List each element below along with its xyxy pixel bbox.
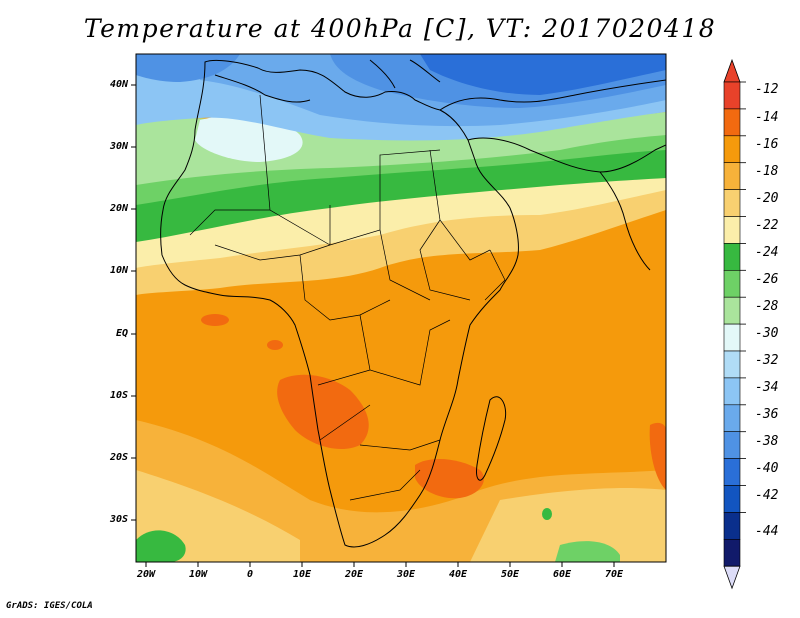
colorbar-label-neg40: -40 [755, 461, 779, 476]
colorbar-label-neg36: -36 [755, 407, 779, 422]
madagascar-outline [476, 396, 507, 481]
lon-label-30e: 30E [396, 569, 416, 580]
colorbar-segment [723, 162, 741, 190]
colorbar-label-neg22: -22 [755, 218, 779, 233]
colorbar-label-neg30: -30 [755, 326, 779, 341]
colorbar-label-neg42: -42 [755, 488, 779, 503]
arabia-south-asia-coast [467, 137, 666, 173]
field-pale-band [136, 175, 666, 268]
lat-label-10n: 10N [109, 265, 128, 276]
africa-outline [160, 59, 519, 548]
lon-label-10w: 10W [188, 569, 208, 580]
colorbar-segment [723, 485, 741, 513]
colorbar-segment [723, 431, 741, 459]
colorbar-label-neg32: -32 [755, 353, 779, 368]
lat-label-30n: 30N [109, 141, 128, 152]
colorbar-bottom-arrow [723, 565, 741, 590]
colorbar-segment [723, 458, 741, 486]
axis-ticks [131, 84, 615, 567]
field-green-band [136, 142, 666, 242]
colorbar-segment [723, 108, 741, 137]
field-green-sw [136, 530, 186, 562]
colorbar-segment [723, 243, 741, 271]
mediterranean-coast [214, 74, 311, 103]
lat-label-10s: 10S [109, 390, 128, 401]
colorbar-label-neg28: -28 [755, 299, 779, 314]
india-coast [599, 171, 651, 271]
lat-label-eq: EQ [115, 328, 128, 339]
colorbar-label-neg44: -44 [755, 524, 779, 539]
lon-label-50e: 50E [500, 569, 520, 580]
field-hot-patch-east [649, 422, 666, 490]
colorbar [723, 58, 746, 590]
credit-text: GrADS: IGES/COLA [6, 601, 93, 611]
field-hot-spot-atlantic [201, 314, 229, 326]
europe-coast [369, 59, 441, 89]
lat-label-30s: 30S [109, 514, 128, 525]
colorbar-segment [723, 323, 741, 352]
colorbar-label-neg38: -38 [755, 434, 779, 449]
chart-title: Temperature at 400hPa [C], VT: 201702041… [83, 14, 717, 43]
colorbar-segment [723, 512, 741, 540]
field-green-se [555, 541, 620, 562]
coastlines [160, 59, 666, 548]
temperature-field [136, 54, 666, 562]
colorbar-segment [723, 189, 741, 217]
field-green-spot [542, 508, 552, 520]
colorbar-label-neg12: -12 [755, 82, 779, 97]
field-hot-patch-angola [277, 374, 369, 450]
field-yellow-southeast [470, 488, 666, 562]
colorbar-segment [723, 350, 741, 379]
colorbar-label-neg34: -34 [755, 380, 779, 395]
lon-label-0: 0 [246, 569, 254, 580]
country-borders [189, 94, 506, 501]
field-blue-nw [136, 54, 240, 82]
lon-label-20e: 20E [344, 569, 364, 580]
colorbar-segment [723, 538, 741, 567]
lon-label-60e: 60E [552, 569, 572, 580]
colorbar-segment [723, 377, 741, 406]
colorbar-label-neg14: -14 [755, 110, 779, 125]
colorbar-label-neg16: -16 [755, 137, 779, 152]
colorbar-segment [723, 404, 741, 432]
field-darker-blue [420, 54, 666, 95]
colorbar-segment [723, 135, 741, 164]
colorbar-segment [723, 216, 741, 244]
lat-label-40n: 40N [109, 79, 128, 90]
colorbar-segment [723, 81, 741, 110]
lon-label-40e: 40E [448, 569, 468, 580]
colorbar-segment [723, 296, 741, 325]
colorbar-label-neg20: -20 [755, 191, 779, 206]
colorbar-label-neg24: -24 [755, 245, 779, 260]
lon-label-10e: 10E [292, 569, 312, 580]
colorbar-segment [723, 269, 741, 298]
colorbar-top-arrow [723, 58, 741, 83]
lon-label-20w: 20W [136, 569, 156, 580]
field-hot-spot-gulf [267, 340, 283, 350]
colorbar-label-neg26: -26 [755, 272, 779, 287]
map-frame [135, 53, 667, 563]
lat-label-20s: 20S [109, 452, 128, 463]
lon-label-70e: 70E [604, 569, 624, 580]
lat-label-20n: 20N [109, 203, 128, 214]
colorbar-label-neg18: -18 [755, 164, 779, 179]
middle-east-coast [439, 79, 666, 111]
